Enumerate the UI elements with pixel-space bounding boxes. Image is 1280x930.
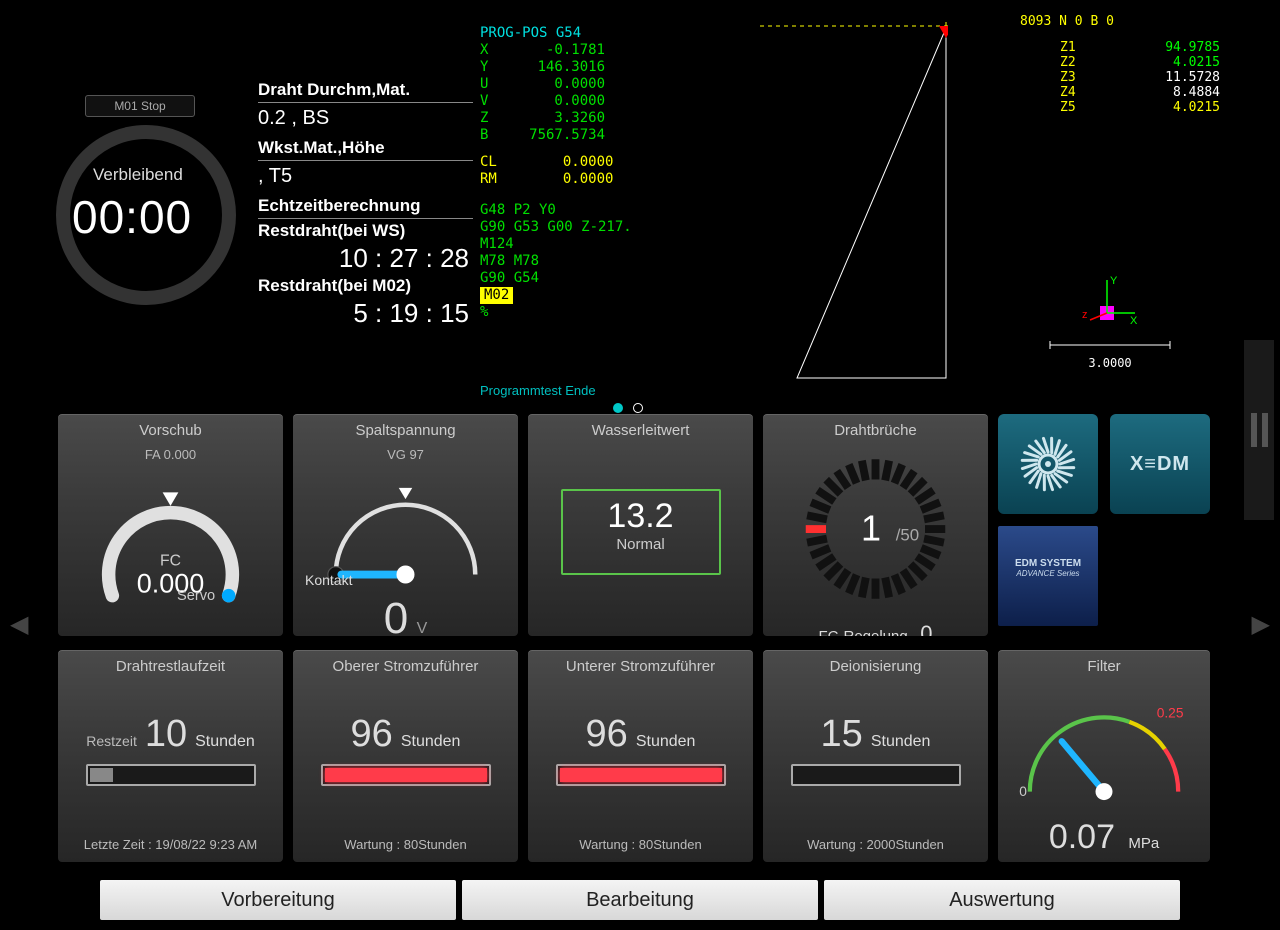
tile-filter[interactable]: Filter 0 0.25 0.07 MPa	[998, 650, 1210, 862]
z-list: Z194.9785Z24.0215Z311.5728Z48.4884Z54.02…	[1060, 40, 1220, 115]
gap-sub: VG 97	[293, 447, 518, 462]
app-ad-edm-system[interactable]: EDM SYSTEM ADVANCE Series	[998, 526, 1098, 626]
rest-m02-heading: Restdraht(bei M02)	[258, 276, 473, 298]
rest-unit: Stunden	[195, 733, 255, 751]
lower-unit: Stunden	[636, 733, 696, 751]
svg-text:Y: Y	[1110, 275, 1118, 287]
lower-value: 96	[586, 713, 628, 756]
upper-value: 96	[351, 713, 393, 756]
feed-title: Vorschub	[58, 414, 283, 439]
upper-unit: Stunden	[401, 733, 461, 751]
deion-progress-bar	[791, 764, 961, 786]
info-column: Draht Durchm,Mat. 0.2 , BS Wkst.Mat.,Höh…	[258, 78, 473, 329]
remaining-time: 00:00	[72, 190, 192, 244]
filter-unit: MPa	[1128, 835, 1159, 852]
prog-footer: Programmtest Ende	[480, 383, 596, 398]
rest-footer: Letzte Zeit : 19/08/22 9:23 AM	[58, 837, 283, 852]
upper-progress-bar	[321, 764, 491, 786]
work-value: , T5	[258, 161, 473, 194]
svg-text:/50: /50	[896, 525, 919, 544]
tile-gap-voltage[interactable]: Spaltspannung VG 97 Kontakt 0 V	[293, 414, 518, 636]
water-title: Wasserleitwert	[528, 414, 753, 439]
deion-footer: Wartung : 2000Stunden	[763, 837, 988, 852]
bottom-tab-auswertung[interactable]: Auswertung	[824, 880, 1180, 920]
svg-text:z: z	[1082, 309, 1088, 321]
water-box: 13.2 Normal	[561, 489, 721, 575]
bottom-tab-bearbeitung[interactable]: Bearbeitung	[462, 880, 818, 920]
ad-line1: EDM SYSTEM	[1002, 558, 1094, 569]
filter-value: 0.07	[1049, 818, 1115, 856]
work-heading: Wkst.Mat.,Höhe	[258, 138, 473, 161]
tile-feed[interactable]: Vorschub FA 0.000 FC0.000Servo	[58, 414, 283, 636]
deion-title: Deionisierung	[763, 650, 988, 675]
wirebreak-fc-label: FC-Regelung	[819, 628, 908, 636]
gap-kontakt-label: Kontakt	[305, 572, 352, 588]
remaining-label: Verbleibend	[93, 165, 183, 185]
m01-stop-button[interactable]: M01 Stop	[85, 95, 195, 117]
rest-ws-heading: Restdraht(bei WS)	[258, 221, 473, 243]
app-button-xedm[interactable]: X≡DM	[1110, 414, 1210, 514]
svg-text:0: 0	[1019, 784, 1027, 799]
upper-title: Oberer Stromzuführer	[293, 650, 518, 675]
page-dot-1[interactable]	[613, 403, 623, 413]
rm-value: 0.0000	[518, 171, 613, 188]
realtime-heading: Echtzeitberechnung	[258, 196, 473, 219]
deion-value: 15	[821, 713, 863, 756]
water-status: Normal	[563, 536, 719, 553]
nav-arrow-left-icon[interactable]: ◀	[10, 610, 28, 639]
rest-title: Drahtrestlaufzeit	[58, 650, 283, 675]
wirebreak-fc-value: 0	[920, 621, 932, 636]
svg-text:0.25: 0.25	[1157, 705, 1184, 720]
upper-footer: Wartung : 80Stunden	[293, 837, 518, 852]
lower-footer: Wartung : 80Stunden	[528, 837, 753, 852]
tile-water[interactable]: Wasserleitwert 13.2 Normal	[528, 414, 753, 636]
gap-title: Spaltspannung	[293, 414, 518, 439]
page-dot-2[interactable]	[633, 403, 643, 413]
rest-progress-bar	[86, 764, 256, 786]
deion-unit: Stunden	[871, 733, 931, 751]
rm-label: RM	[480, 171, 510, 188]
cl-label: CL	[480, 154, 510, 171]
wirebreak-title: Drahtbrüche	[763, 414, 988, 439]
gap-unit: V	[417, 620, 428, 636]
scale-bar: 3.0000	[1045, 335, 1175, 357]
svg-text:Servo: Servo	[177, 588, 215, 604]
feed-fa-label: FA 0.000	[58, 447, 283, 462]
axis-gizmo: Y X z	[1080, 270, 1140, 330]
bottom-tab-vorbereitung[interactable]: Vorbereitung	[100, 880, 456, 920]
tile-wire-remaining[interactable]: Drahtrestlaufzeit Restzeit 10 Stunden Le…	[58, 650, 283, 862]
toolpath-plot	[760, 22, 948, 382]
svg-text:1: 1	[861, 507, 881, 548]
wire-heading: Draht Durchm,Mat.	[258, 80, 473, 103]
tile-lower-feeder[interactable]: Unterer Stromzuführer 96 Stunden Wartung…	[528, 650, 753, 862]
pause-button[interactable]	[1244, 340, 1274, 520]
water-value: 13.2	[563, 491, 719, 536]
cl-value: 0.0000	[518, 154, 613, 171]
rest-m02-value: 5 : 19 : 15	[258, 298, 473, 329]
filter-title: Filter	[998, 650, 1210, 675]
tile-upper-feeder[interactable]: Oberer Stromzuführer 96 Stunden Wartung …	[293, 650, 518, 862]
svg-text:X: X	[1130, 315, 1138, 327]
rest-value: 10	[145, 713, 187, 756]
wire-value: 0.2 , BS	[258, 103, 473, 136]
nav-arrow-right-icon[interactable]: ▶	[1252, 610, 1270, 639]
tile-wirebreak[interactable]: Drahtbrüche 1/50 FC-Regelung 0	[763, 414, 988, 636]
lower-progress-bar	[556, 764, 726, 786]
rest-ws-value: 10 : 27 : 28	[258, 243, 473, 274]
tile-deionization[interactable]: Deionisierung 15 Stunden Wartung : 2000S…	[763, 650, 988, 862]
rest-prefix: Restzeit	[86, 733, 137, 749]
svg-text:FC: FC	[160, 553, 181, 570]
gap-value: 0	[384, 594, 408, 636]
ad-line2: ADVANCE Series	[1002, 569, 1094, 578]
prog-highlight: M02	[480, 287, 513, 304]
xedm-label: X≡DM	[1130, 453, 1190, 476]
nc-status: 8093 N 0 B 0	[1020, 14, 1220, 29]
lower-title: Unterer Stromzuführer	[528, 650, 753, 675]
app-button-turbo[interactable]	[998, 414, 1098, 514]
